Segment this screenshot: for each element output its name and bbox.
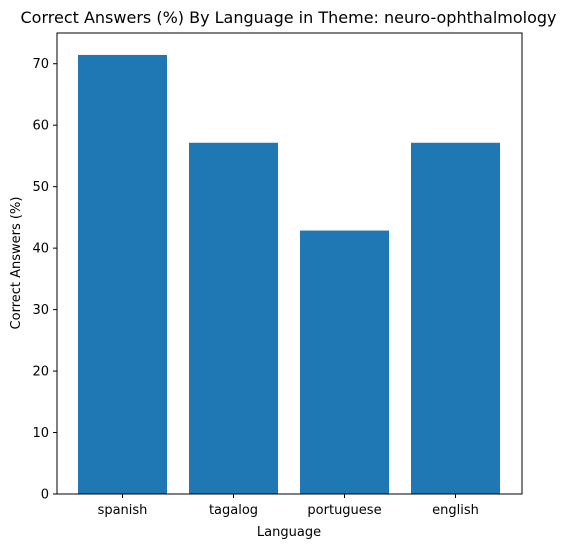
chart-title: Correct Answers (%) By Language in Theme… <box>20 8 556 27</box>
y-tick-label: 30 <box>32 303 49 318</box>
x-axis-label: Language <box>257 525 321 540</box>
bar-spanish <box>78 54 167 494</box>
y-tick-label: 50 <box>32 180 49 195</box>
y-tick-label: 0 <box>41 488 49 503</box>
y-tick-label: 40 <box>32 242 49 257</box>
x-tick-label: english <box>432 503 479 518</box>
y-axis: 0 10 20 30 40 50 60 70 <box>32 57 57 503</box>
x-tick-label: tagalog <box>209 503 258 518</box>
bars-group <box>78 54 500 494</box>
y-axis-label: Correct Answers (%) <box>9 197 24 330</box>
y-tick-label: 60 <box>32 119 49 134</box>
x-tick-label: portuguese <box>307 503 381 518</box>
x-tick-label: spanish <box>98 503 148 518</box>
bar-portuguese <box>300 230 389 494</box>
y-tick-label: 70 <box>32 57 49 72</box>
bar-english <box>411 142 500 494</box>
y-tick-label: 10 <box>32 426 49 441</box>
plot-frame <box>56 32 523 495</box>
bar-tagalog <box>189 142 278 494</box>
y-tick-label: 20 <box>32 365 49 380</box>
x-axis: spanish tagalog portuguese english <box>98 494 479 518</box>
